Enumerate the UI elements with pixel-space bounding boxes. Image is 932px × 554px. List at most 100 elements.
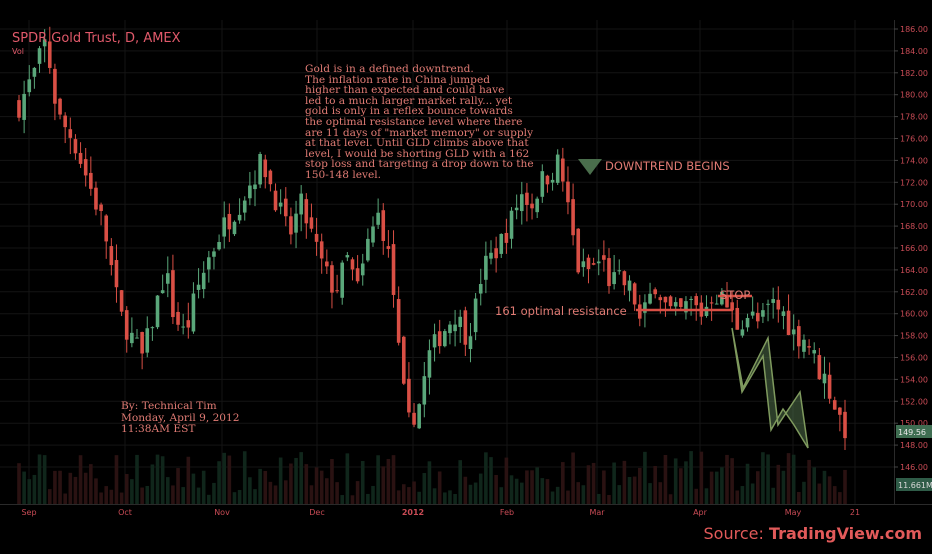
volume-bar <box>627 476 632 504</box>
volume-bar <box>643 451 647 504</box>
volume-bar <box>289 463 293 504</box>
volume-bar <box>448 490 452 504</box>
candle-body <box>401 336 406 384</box>
volume-bar <box>278 457 283 504</box>
candle-body <box>217 242 221 250</box>
volume-bar <box>699 451 704 504</box>
volume-bar <box>130 479 134 504</box>
candle-body <box>519 194 524 212</box>
volume-bar <box>217 461 221 504</box>
candle-body <box>319 241 324 259</box>
volume-bar <box>776 464 781 504</box>
candle-body <box>104 215 109 242</box>
source-site[interactable]: TradingView.com <box>768 524 922 543</box>
candle-body <box>509 210 514 239</box>
volume-bar <box>473 482 478 504</box>
candle-body <box>709 302 714 304</box>
volume-bar <box>27 479 32 504</box>
volume-bar <box>304 464 309 504</box>
volume-bar <box>637 467 642 504</box>
candle-body <box>78 152 83 164</box>
candle-body <box>653 289 657 295</box>
candle-body <box>458 316 463 327</box>
volume-bar <box>22 471 26 504</box>
candle-body <box>294 213 298 233</box>
note-line: stop loss and targeting a drop down to t… <box>305 158 534 171</box>
candle-body <box>94 187 98 210</box>
volume-bar <box>427 461 432 504</box>
candle-body <box>386 246 391 249</box>
candle-body <box>766 303 770 305</box>
candle-body <box>658 297 663 301</box>
candle-body <box>448 324 452 334</box>
volume-bar <box>591 462 596 504</box>
price-tick-label: 186.00 <box>900 25 928 34</box>
candle-body <box>201 272 206 290</box>
candle-body <box>838 407 842 415</box>
volume-bar <box>791 454 796 504</box>
volume-bar <box>314 467 319 504</box>
candle-body <box>371 226 375 243</box>
candle-body <box>268 170 273 185</box>
volume-bar <box>124 473 129 504</box>
candle-body <box>422 376 427 405</box>
candle-body <box>165 273 170 284</box>
candle-body <box>89 172 93 189</box>
candle-body <box>376 212 380 225</box>
volume-bar <box>181 487 185 504</box>
candle-body <box>391 244 396 295</box>
candle-body <box>443 331 447 347</box>
candle-body <box>453 324 457 332</box>
candle-body <box>566 181 570 203</box>
volume-bar <box>37 454 42 504</box>
volume-bar <box>109 489 114 504</box>
volume-bar <box>319 470 324 504</box>
volume-bar <box>145 485 150 504</box>
candle-body <box>602 255 606 260</box>
candle-body <box>627 280 632 291</box>
volume-bar <box>658 482 663 504</box>
candle-body <box>555 154 560 183</box>
note-line: Gold is in a defined downtrend. <box>305 63 474 75</box>
price-tick-label: 168.00 <box>900 222 928 231</box>
volume-bar <box>535 467 539 504</box>
volume-bar <box>838 492 842 504</box>
volume-bar <box>253 489 257 504</box>
time-tick-label: Mar <box>589 508 605 517</box>
volume-bar <box>371 485 375 504</box>
volume-bar <box>694 488 699 504</box>
volume-bar <box>355 481 360 504</box>
volume-bar <box>458 460 463 504</box>
price-tick-label: 162.00 <box>900 288 928 297</box>
volume-bar <box>709 471 714 504</box>
volume-bar <box>309 485 314 504</box>
candle-body <box>478 284 483 294</box>
volume-bar <box>576 482 581 504</box>
price-tick-label: 178.00 <box>900 113 928 122</box>
stop-label: STOP <box>720 288 750 302</box>
candle-body <box>571 199 575 236</box>
candle-body <box>817 355 822 380</box>
volume-bar <box>345 453 350 504</box>
volume-bar <box>268 481 273 504</box>
annotation-overlays: DOWNTREND BEGINS 161 optimal resistance … <box>495 159 809 449</box>
candle-body <box>468 336 473 350</box>
time-tick-label: Oct <box>118 508 132 517</box>
candle-body <box>145 328 150 353</box>
candle-body <box>437 331 442 347</box>
candle-body <box>47 41 52 68</box>
chart-title: SPDR Gold Trust, D, AMEX <box>12 31 181 46</box>
volume-bar <box>263 470 268 504</box>
note-line: The inflation rate in China jumped <box>305 73 490 86</box>
candle-body <box>232 221 237 235</box>
volume-bar <box>689 451 693 504</box>
candle-body <box>761 310 765 317</box>
volume-bar <box>212 482 216 504</box>
candle-body <box>781 311 786 316</box>
downtrend-arrow <box>578 159 602 175</box>
volume-bar <box>99 492 103 504</box>
candle-body <box>304 199 309 224</box>
source-credit[interactable]: Source: TradingView.com <box>704 524 922 543</box>
volume-bar <box>325 478 329 504</box>
volume-bar <box>222 452 227 504</box>
